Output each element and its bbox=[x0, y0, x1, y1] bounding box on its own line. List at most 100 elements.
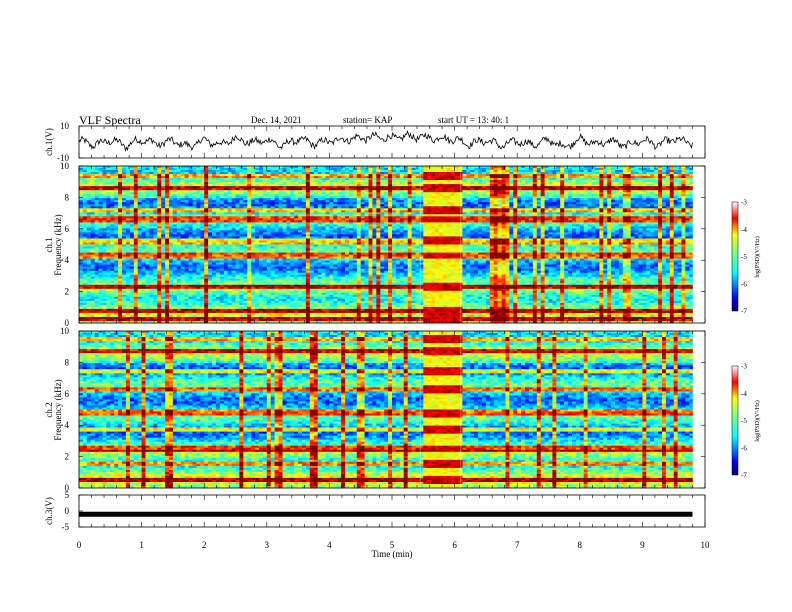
ch1-spectrogram-cell bbox=[349, 214, 353, 216]
ch1-spectrogram-cell bbox=[525, 208, 529, 210]
ch1-spectrogram-cell bbox=[431, 210, 435, 212]
ch1-spectrogram-cell bbox=[326, 182, 330, 184]
ch1-spectrogram-cell bbox=[357, 190, 361, 192]
ch1-spectrogram-cell bbox=[122, 180, 126, 182]
ch1-spectrogram-cell bbox=[478, 226, 482, 228]
ch1-spectrogram-cell bbox=[138, 206, 142, 208]
ch1-spectrogram-cell bbox=[572, 198, 576, 200]
ch1-spectrogram-cell bbox=[678, 214, 682, 216]
ch1-spectrogram-cell bbox=[83, 222, 87, 224]
ch1-spectrogram-cell bbox=[529, 174, 533, 176]
ch1-spectrogram-cell bbox=[345, 188, 349, 190]
ch1-spectrogram-cell bbox=[122, 172, 126, 174]
ch1-spectrogram-cell bbox=[283, 214, 287, 216]
ch1-spectrogram-cell bbox=[462, 216, 466, 218]
ch1-spectrogram-cell bbox=[193, 174, 197, 176]
ch1-spectrogram-cell bbox=[110, 182, 114, 184]
ch1-spectrogram-cell bbox=[490, 170, 494, 172]
ch1-spectrogram-cell bbox=[372, 168, 376, 170]
ch1-spectrogram-cell bbox=[251, 222, 255, 224]
ch1-spectrogram-cell bbox=[322, 176, 326, 178]
ch1-spectrogram-cell bbox=[157, 220, 161, 222]
ch1-spectrogram-cell bbox=[431, 192, 435, 194]
ch1-spectrogram-cell bbox=[517, 174, 521, 176]
ch1-spectrogram-cell bbox=[396, 210, 400, 212]
ch1-spectrogram-cell bbox=[149, 192, 153, 194]
ch1-spectrogram-cell bbox=[212, 184, 216, 186]
ch1-spectrogram-cell bbox=[486, 182, 490, 184]
ch1-spectrogram-cell bbox=[302, 186, 306, 188]
ch1-spectrogram-cell bbox=[95, 210, 99, 212]
ch1-spectrogram-cell bbox=[118, 220, 122, 222]
ch1-spectrogram-cell bbox=[103, 190, 107, 192]
ch1-spectrogram-cell bbox=[302, 200, 306, 202]
ch1-spectrogram-cell bbox=[314, 226, 318, 228]
ch1-spectrogram-cell bbox=[134, 224, 138, 226]
ch1-spectrogram-cell bbox=[329, 180, 333, 182]
ch1-spectrogram-cell bbox=[126, 178, 130, 180]
ch1-spectrogram-cell bbox=[576, 220, 580, 222]
ch1-spectrogram-cell bbox=[372, 228, 376, 230]
ch1-spectrogram-cell bbox=[572, 174, 576, 176]
ch1-spectrogram-cell bbox=[99, 184, 103, 186]
ch1-spectrogram-cell bbox=[599, 190, 603, 192]
ch1-spectrogram-cell bbox=[658, 194, 662, 196]
ch1-spectrogram-cell bbox=[447, 224, 451, 226]
ch1-spectrogram-cell bbox=[416, 228, 420, 230]
ch1-spectrogram-cell bbox=[298, 182, 302, 184]
ch1-spectrogram-cell bbox=[666, 220, 670, 222]
ch1-spectrogram-cell bbox=[517, 212, 521, 214]
ch1-spectrogram-cell bbox=[506, 196, 510, 198]
ch1-spectrogram-cell bbox=[568, 222, 572, 224]
ch1-spectrogram-cell bbox=[95, 202, 99, 204]
ch1-spectrogram-cell bbox=[678, 220, 682, 222]
ch1-spectrogram-cell bbox=[431, 174, 435, 176]
ch1-spectrogram-cell bbox=[200, 222, 204, 224]
ch1-spectrogram-cell bbox=[372, 182, 376, 184]
ch1-spectrogram-cell bbox=[177, 210, 181, 212]
ch1-spectrogram-cell bbox=[674, 170, 678, 172]
ch1-spectrogram-cell bbox=[658, 224, 662, 226]
ch1-spectrogram-cell bbox=[408, 194, 412, 196]
ch1-spectrogram-cell bbox=[584, 198, 588, 200]
ch1-spectrogram-cell bbox=[466, 208, 470, 210]
ch1-spectrogram-cell bbox=[592, 206, 596, 208]
ch1-spectrogram-cell bbox=[607, 222, 611, 224]
ch1-spectrogram-cell bbox=[384, 182, 388, 184]
ch1-spectrogram-cell bbox=[283, 196, 287, 198]
ch1-spectrogram-cell bbox=[204, 196, 208, 198]
ch1-spectrogram-cell bbox=[658, 176, 662, 178]
ch1-spectrogram-cell bbox=[83, 220, 87, 222]
ch1-spectrogram-cell bbox=[486, 216, 490, 218]
ch1-spectrogram-cell bbox=[181, 178, 185, 180]
ch1-spectrogram-cell bbox=[329, 188, 333, 190]
ch1-spectrogram-cell bbox=[646, 198, 650, 200]
ch1-spectrogram-cell bbox=[118, 196, 122, 198]
ch1-spectrogram-cell bbox=[443, 218, 447, 220]
ch1-spectrogram-cell bbox=[380, 224, 384, 226]
ch1-spectrogram-cell bbox=[490, 172, 494, 174]
ch1-spectrogram-cell bbox=[556, 170, 560, 172]
ch1-spectrogram-cell bbox=[267, 184, 271, 186]
ch1-spectrogram-cell bbox=[177, 178, 181, 180]
ch1-spectrogram-cell bbox=[122, 190, 126, 192]
ch1-spectrogram-cell bbox=[306, 202, 310, 204]
ch1-spectrogram-cell bbox=[599, 202, 603, 204]
ch1-spectrogram-cell bbox=[290, 226, 294, 228]
ch1-spectrogram-cell bbox=[333, 206, 337, 208]
ch1-spectrogram-cell bbox=[286, 200, 290, 202]
ch1-spectrogram-cell bbox=[619, 182, 623, 184]
ch1-spectrogram-cell bbox=[443, 220, 447, 222]
ch1-spectrogram-cell bbox=[361, 194, 365, 196]
ch1-spectrogram-cell bbox=[412, 168, 416, 170]
ch1-spectrogram-cell bbox=[376, 224, 380, 226]
ch1-spectrogram-cell bbox=[314, 202, 318, 204]
ch1-spectrogram-cell bbox=[189, 192, 193, 194]
ch1-spectrogram-cell bbox=[427, 178, 431, 180]
ch1-spectrogram-cell bbox=[372, 202, 376, 204]
ch1-spectrogram-cell bbox=[529, 194, 533, 196]
ch1-spectrogram-cell bbox=[670, 194, 674, 196]
ch1-spectrogram-cell bbox=[513, 186, 517, 188]
ch1-spectrogram-cell bbox=[658, 174, 662, 176]
ch1-spectrogram-cell bbox=[400, 218, 404, 220]
